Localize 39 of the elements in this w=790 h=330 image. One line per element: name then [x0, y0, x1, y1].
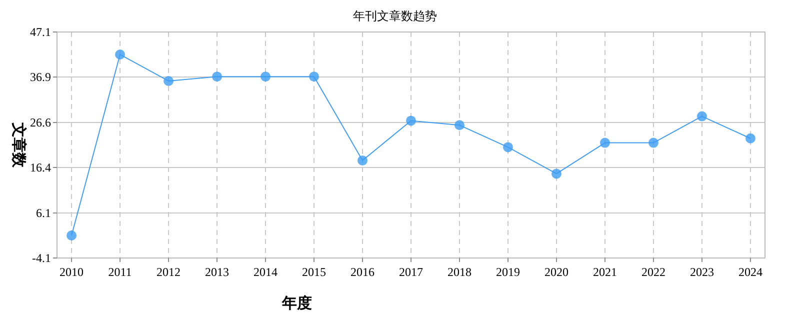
- x-tick-label: 2017: [399, 265, 423, 279]
- x-tick-label: 2016: [350, 265, 375, 279]
- point: [648, 138, 658, 148]
- point: [66, 230, 77, 240]
- point: [454, 120, 464, 130]
- x-tick-label: 2011: [108, 265, 132, 279]
- x-tick-label: 2014: [254, 265, 278, 279]
- x-axis-title: 年度: [281, 294, 312, 312]
- point: [745, 133, 756, 144]
- x-tick-label: 2013: [205, 265, 230, 279]
- y-tick-label: 6.1: [36, 206, 51, 220]
- x-tick-label: 2018: [447, 265, 472, 279]
- point: [358, 155, 368, 166]
- x-tick-label: 2019: [496, 265, 520, 279]
- x-tick-label: 2015: [302, 265, 326, 279]
- y-tick-label: 47.1: [30, 25, 51, 39]
- y-tick-label: -4.1: [32, 251, 51, 265]
- y-tick-label: 26.6: [30, 115, 51, 130]
- point: [406, 116, 416, 126]
- x-tick-label: 2021: [592, 265, 617, 279]
- point: [115, 50, 126, 60]
- x-tick-label: 2024: [738, 265, 762, 279]
- x-tick-label: 2022: [641, 265, 666, 279]
- point: [212, 72, 222, 82]
- x-tick-label: 2010: [60, 265, 84, 279]
- point: [551, 168, 562, 179]
- y-tick-label: 16.4: [30, 160, 51, 175]
- point: [502, 142, 513, 152]
- x-tick-label: 2012: [156, 265, 181, 279]
- point: [696, 111, 707, 122]
- y-axis-title: 文章数: [10, 122, 28, 168]
- point: [600, 138, 610, 148]
- x-tick-label: 2020: [544, 265, 568, 279]
- point: [164, 76, 174, 86]
- point: [260, 72, 271, 82]
- point: [309, 72, 320, 82]
- y-tick-label: 36.9: [30, 70, 51, 84]
- chart-title: 年刊文章数趋势: [353, 9, 437, 23]
- x-tick-label: 2023: [690, 265, 714, 279]
